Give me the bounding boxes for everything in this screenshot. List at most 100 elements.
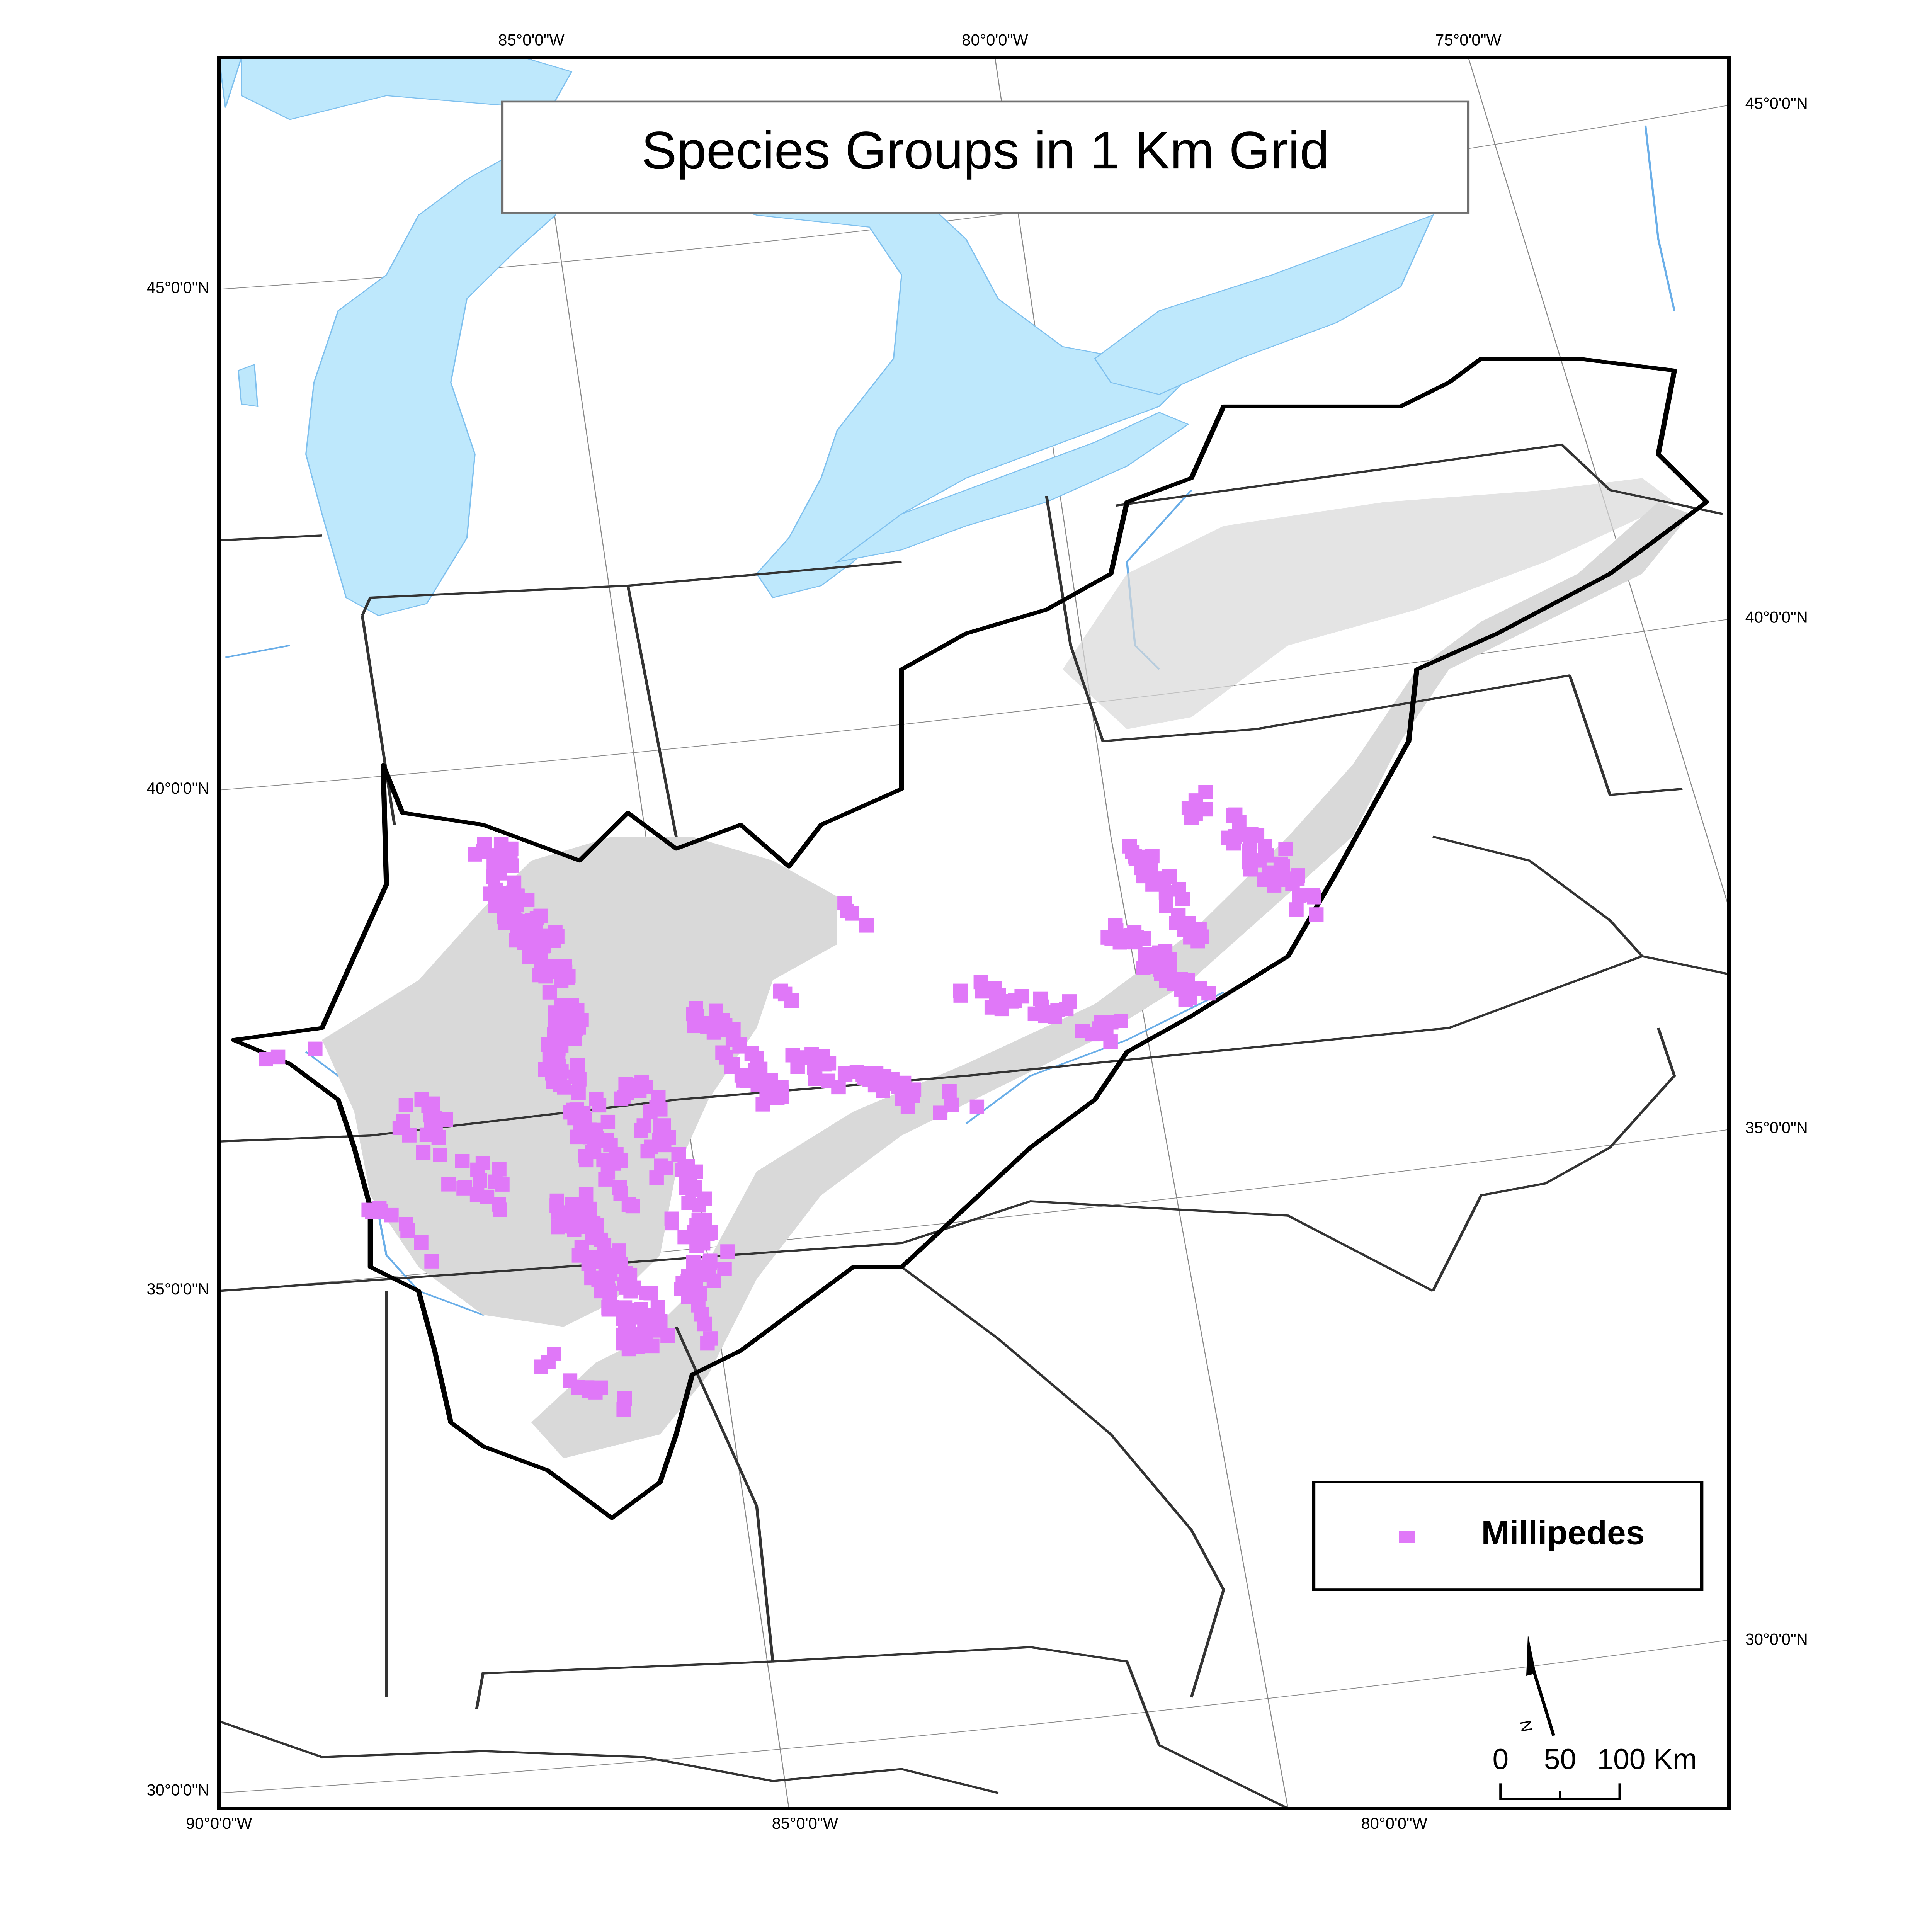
- map-title: Species Groups in 1 Km Grid: [641, 121, 1329, 180]
- map-page: 85°0'0"W 80°0'0"W 75°0'0"W 90°0'0"W 85°0…: [146, 31, 1808, 1832]
- millipede-point: [493, 837, 509, 852]
- millipede-point: [1276, 859, 1290, 874]
- millipede-point: [398, 1098, 413, 1112]
- millipede-point: [1190, 934, 1205, 949]
- millipede-point: [1243, 862, 1258, 877]
- millipede-point: [649, 1170, 664, 1185]
- millipede-point: [617, 1391, 632, 1406]
- top-label-80w: 80°0'0"W: [962, 31, 1028, 49]
- millipede-point: [1289, 902, 1304, 917]
- millipede-point: [570, 1058, 585, 1072]
- millipede-point: [837, 1066, 852, 1081]
- millipede-point: [900, 1099, 915, 1114]
- millipede-point: [795, 1050, 810, 1065]
- bottom-label-90w: 90°0'0"W: [186, 1814, 252, 1832]
- millipede-point: [582, 1204, 597, 1219]
- millipede-point: [1158, 885, 1173, 900]
- millipede-point: [697, 1316, 712, 1332]
- millipede-point: [1059, 1002, 1074, 1017]
- title-box: Species Groups in 1 Km Grid: [501, 100, 1470, 214]
- millipede-point: [1103, 1034, 1118, 1049]
- millipede-point: [643, 1104, 658, 1119]
- millipede-point: [591, 1272, 606, 1287]
- millipede-point: [598, 1172, 613, 1187]
- north-arrow: N: [1516, 1634, 1555, 1736]
- millipede-point: [577, 1218, 592, 1233]
- millipede-point: [1109, 923, 1124, 937]
- great-lakes: [219, 57, 1434, 616]
- millipede-point: [688, 1180, 702, 1195]
- millipede-point: [438, 1112, 453, 1127]
- millipede-point: [567, 1031, 582, 1046]
- lake-superior-edge: [219, 57, 242, 108]
- millipede-point: [455, 1154, 470, 1168]
- millipede-point: [613, 1186, 628, 1201]
- millipede-point: [308, 1041, 323, 1056]
- millipede-point: [1198, 802, 1213, 817]
- north-arrow-icon: [1526, 1634, 1536, 1676]
- millipede-point: [987, 983, 1002, 997]
- millipede-point: [1127, 925, 1142, 940]
- left-label-35n: 35°0'0"N: [147, 1280, 209, 1298]
- millipede-point: [425, 1096, 440, 1111]
- millipede-point: [492, 1162, 507, 1177]
- millipede-point: [973, 975, 988, 990]
- millipede-point: [1143, 861, 1157, 876]
- millipede-point: [661, 1130, 676, 1145]
- millipede-point: [1159, 898, 1173, 913]
- millipede-point: [1085, 1027, 1100, 1042]
- millipede-point: [617, 1300, 633, 1315]
- millipede-point: [550, 929, 565, 944]
- millipede-point: [480, 1189, 495, 1204]
- millipede-point: [1027, 1006, 1043, 1021]
- millipede-point: [632, 1083, 647, 1099]
- millipede-point: [640, 1144, 655, 1159]
- millipede-point: [605, 1153, 620, 1168]
- scale-tick-100: 100 Km: [1597, 1743, 1697, 1775]
- millipede-point: [660, 1328, 675, 1343]
- millipede-point: [396, 1114, 410, 1129]
- millipede-point: [1141, 959, 1156, 974]
- millipede-point: [1180, 973, 1195, 987]
- millipede-point: [424, 1254, 439, 1269]
- millipede-point: [638, 1286, 653, 1300]
- millipede-point: [1243, 834, 1258, 849]
- millipede-point: [414, 1235, 429, 1250]
- millipede-point: [645, 1338, 660, 1354]
- millipede-points: [259, 785, 1324, 1417]
- millipede-point: [1138, 947, 1153, 962]
- karst-areas: [322, 478, 1690, 1458]
- millipede-point: [831, 1080, 846, 1095]
- millipede-point: [944, 1097, 959, 1112]
- millipede-point: [551, 1205, 565, 1220]
- lake-huron: [531, 167, 1184, 599]
- millipede-point: [483, 886, 498, 901]
- millipede-point: [1309, 907, 1324, 922]
- millipede-point: [582, 1383, 597, 1398]
- millipede-point: [433, 1148, 447, 1162]
- millipede-point: [720, 1244, 735, 1259]
- bottom-label-85w: 85°0'0"W: [772, 1814, 838, 1832]
- left-label-45n: 45°0'0"N: [147, 278, 209, 296]
- millipede-point: [700, 1336, 715, 1351]
- millipede-point: [719, 1022, 733, 1037]
- millipede-point: [592, 1098, 607, 1113]
- left-label-30n: 30°0'0"N: [147, 1781, 209, 1799]
- millipede-point: [677, 1230, 692, 1245]
- millipede-point: [1278, 842, 1293, 856]
- millipede-point: [1198, 785, 1213, 799]
- millipede-point: [563, 1373, 578, 1388]
- top-label-85w: 85°0'0"W: [498, 31, 565, 49]
- millipede-point: [1175, 892, 1190, 906]
- millipede-point: [1262, 865, 1277, 880]
- millipede-point: [1014, 989, 1029, 1004]
- millipede-point: [441, 1177, 456, 1192]
- millipede-point: [557, 1002, 572, 1016]
- millipede-point: [507, 875, 522, 890]
- millipede-point: [1221, 830, 1235, 845]
- millipede-point: [597, 1238, 612, 1253]
- millipede-point: [697, 1213, 712, 1228]
- millipede-point: [622, 1267, 638, 1282]
- millipede-point: [1114, 1014, 1128, 1028]
- millipede-point: [859, 918, 874, 933]
